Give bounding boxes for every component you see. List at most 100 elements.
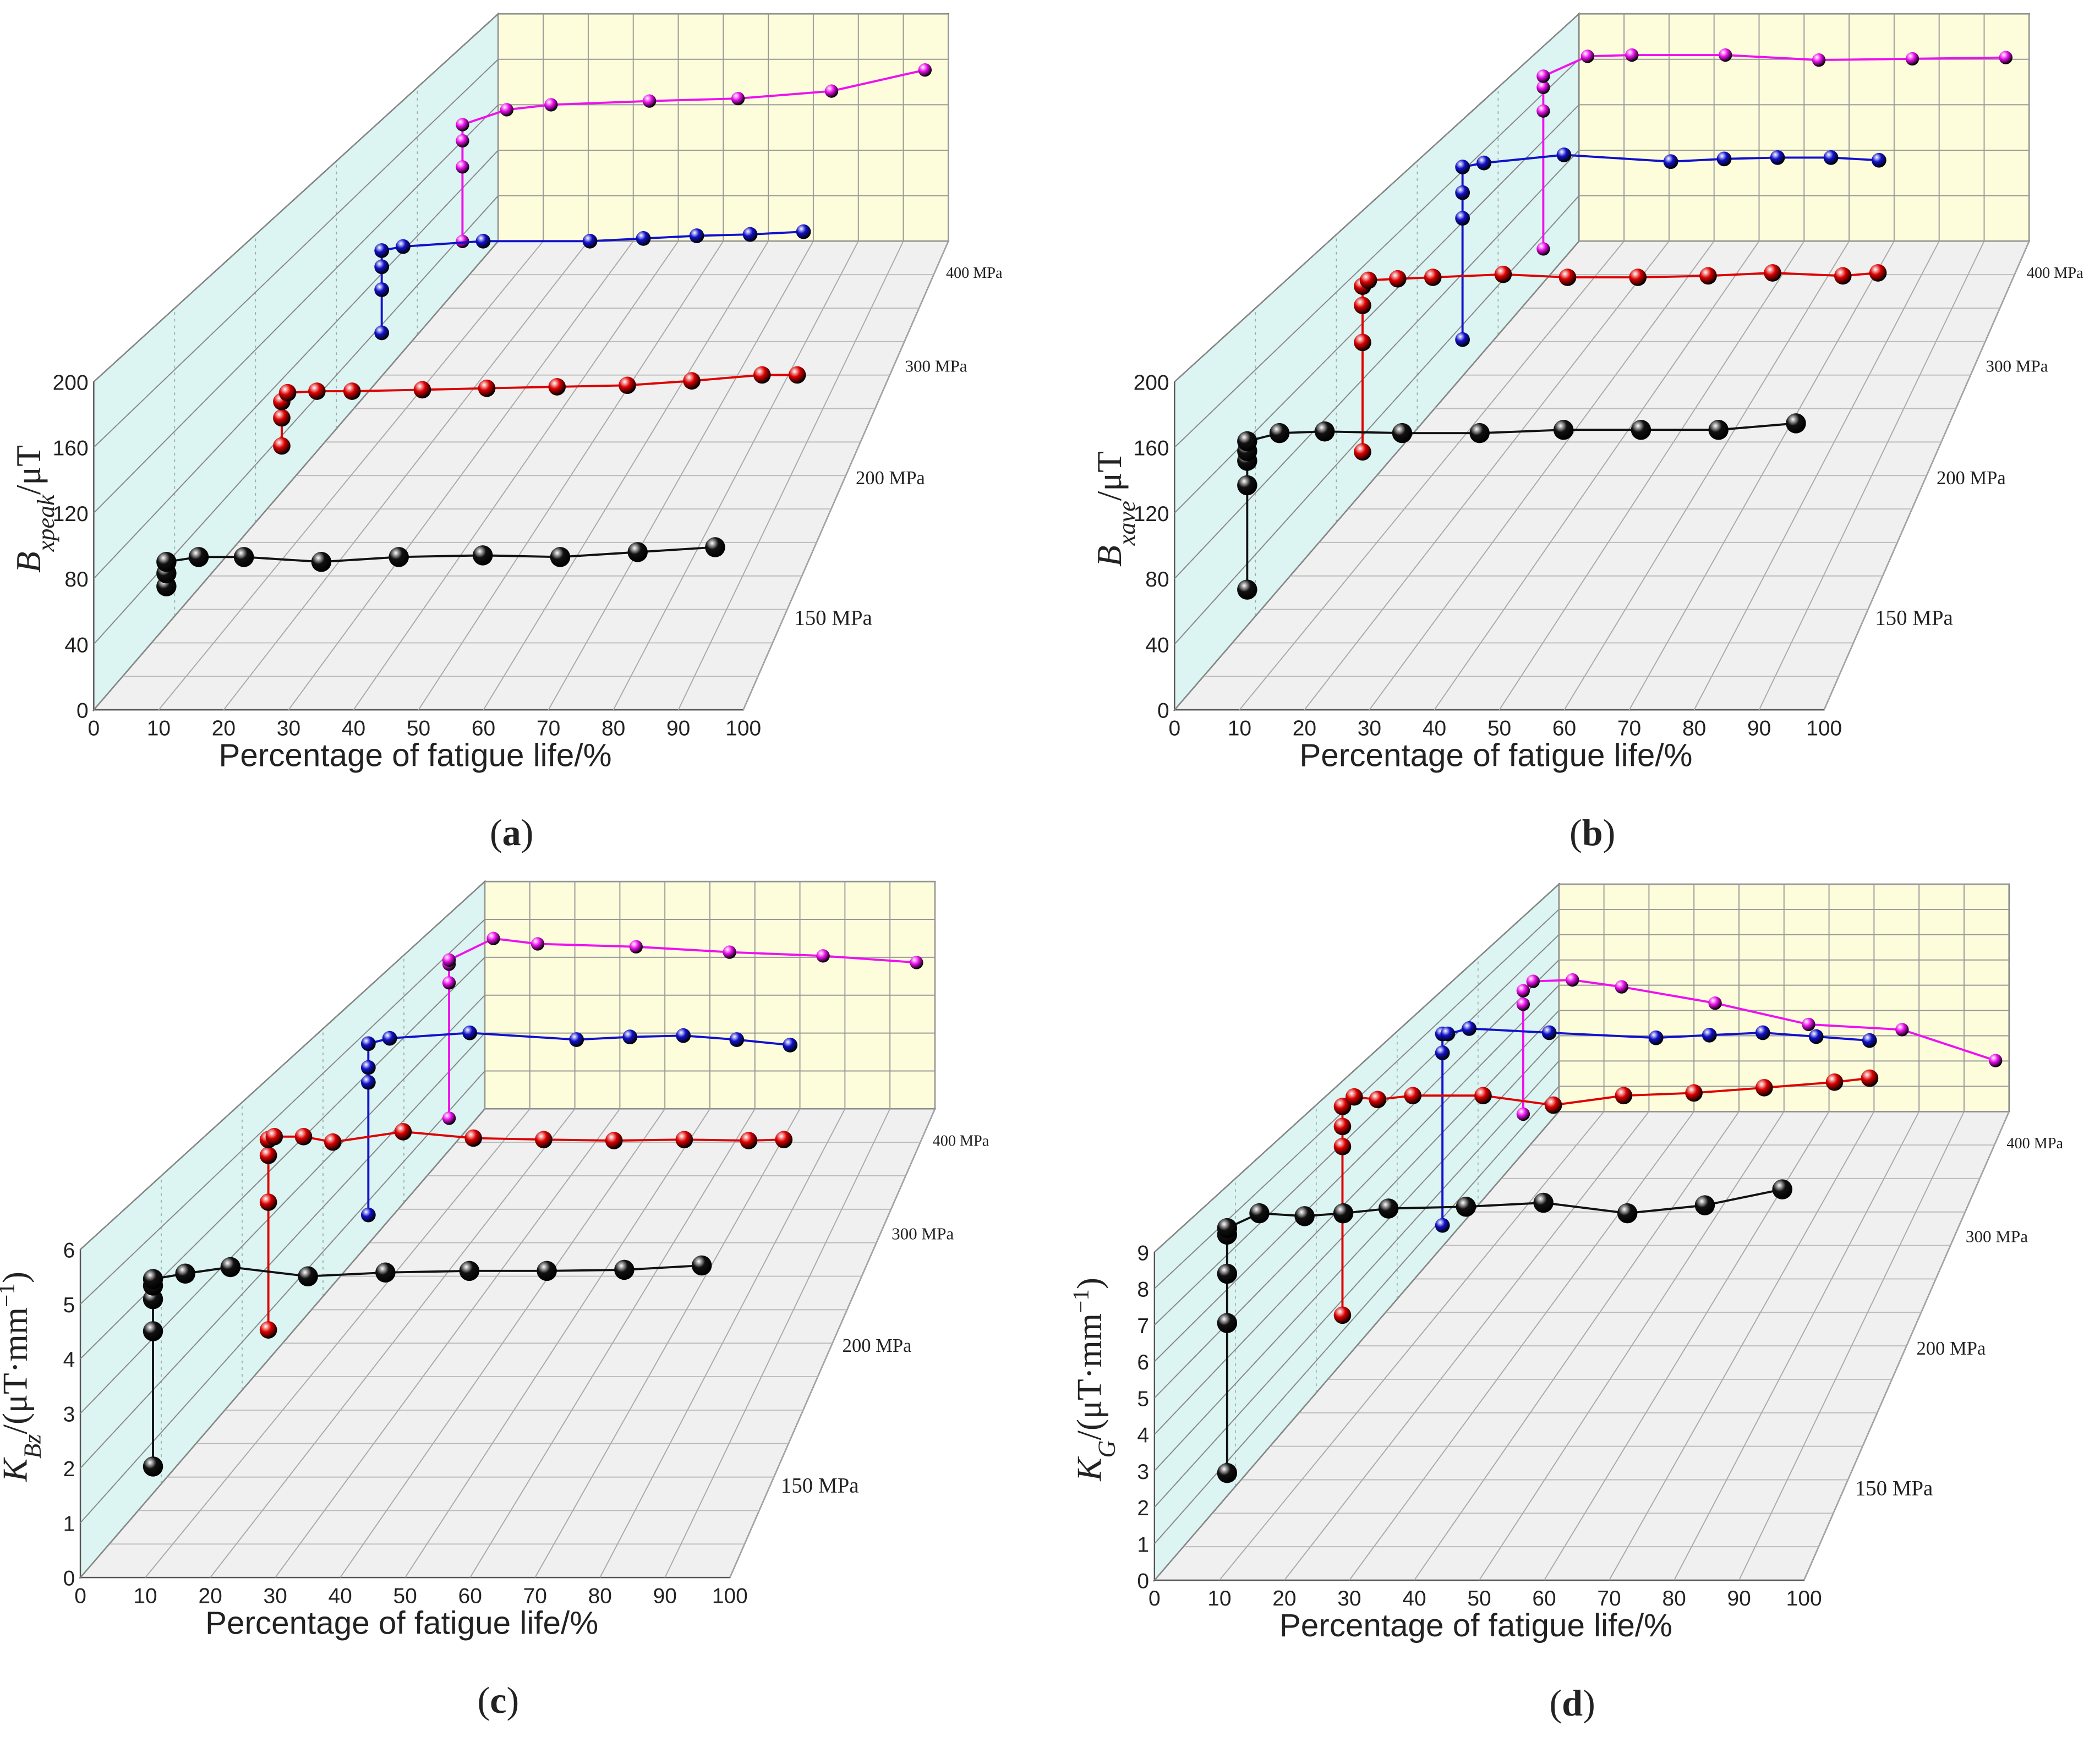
data-point [1435,1218,1450,1233]
depth-label: 400 MPa [946,265,1003,282]
x-tick-label: 60 [1552,716,1576,740]
floor-grid-line [1304,240,1670,710]
data-point [622,1029,638,1045]
y-tick-label: 4 [1137,1424,1149,1448]
y-tick-label: 5 [63,1294,75,1317]
x-axis-title: Percentage of fatigue life/% [218,737,611,773]
text-part: xpeak [32,494,59,552]
data-point [464,1129,482,1147]
data-point [311,551,332,572]
x-tick-label: 70 [523,1584,547,1608]
text-part: /μT [1090,451,1129,501]
floor-grid-line [288,240,634,710]
data-point [1217,1218,1238,1239]
text-part: /(μT·mm [1070,1313,1108,1440]
data-point [723,945,736,959]
data-point [1378,1198,1399,1219]
data-point [442,1111,456,1125]
data-point [374,325,390,341]
data-point [1862,1033,1877,1048]
data-point [1333,1138,1352,1155]
data-point [1533,1192,1554,1213]
data-point [1716,151,1732,167]
data-point [753,366,771,384]
data-point [1581,50,1594,63]
data-point [324,1133,342,1151]
text-part: B [1090,545,1129,567]
x-tick-label: 40 [1423,716,1446,740]
data-point [1333,1306,1352,1324]
data-point [273,409,291,427]
x-tick-label: 50 [1488,716,1511,740]
data-point [1526,974,1540,988]
x-tick-label: 80 [588,1584,612,1608]
floor-grid-line [1239,240,1625,710]
wall-grid-line [1154,1035,1560,1471]
wall-grid-line [1174,240,1580,710]
data-point [220,1257,241,1278]
x-axis-title: Percentage of fatigue life/% [1299,737,1692,773]
floor-grid-line [664,1108,891,1578]
data-point [442,976,456,990]
y-tick-label: 8 [1137,1278,1149,1302]
depth-label: 400 MPa [933,1132,989,1149]
data-point [1536,104,1550,118]
data-point [1516,998,1530,1011]
data-point [1474,1087,1492,1105]
data-point [343,382,361,400]
wall-grid-line [80,919,485,1305]
data-point [614,1259,635,1280]
data-point [298,1266,318,1286]
data-point [1988,1054,2003,1067]
data-point [1440,1026,1456,1042]
data-point [1772,1179,1792,1199]
y-tick-label: 9 [1137,1241,1149,1265]
series-line [448,937,917,1119]
data-point [394,1123,412,1141]
data-point [1249,1203,1270,1224]
text-part: −1 [1068,1289,1093,1313]
y-tick-label: 0 [63,1567,75,1591]
data-point [265,1128,283,1146]
data-point [1615,980,1628,994]
data-point [796,224,811,239]
x-tick-label: 0 [1149,1587,1161,1610]
x-tick-label: 30 [263,1584,287,1608]
data-point [360,1036,376,1051]
text-part: d [1562,1682,1583,1724]
y-tick-label: 80 [64,568,88,591]
x-tick-label: 20 [1272,1587,1296,1610]
x-axis-title: Percentage of fatigue life/% [205,1605,598,1641]
wall-grid-line [93,150,499,579]
data-point [143,1456,163,1477]
floor-grid-line [1434,240,1760,710]
text-part: ( [1550,1682,1562,1724]
x-tick-label: 40 [329,1584,352,1608]
text-part: ) [1070,1278,1108,1289]
x-tick-label: 50 [393,1584,417,1608]
data-point [1456,1196,1476,1217]
x-tick-label: 20 [1293,716,1316,740]
floor-grid-line [1219,1111,1605,1581]
text-part: K [1070,1456,1108,1482]
data-point [1663,154,1678,169]
data-point [675,1131,693,1149]
depth-label: 200 MPa [1937,468,2006,489]
data-point [1629,269,1647,286]
wall-grid-line [93,13,499,382]
y-tick-label: 6 [1137,1351,1149,1374]
data-point [1516,1107,1530,1121]
y-tick-label: 0 [1137,1570,1149,1593]
data-point [396,239,411,254]
x-tick-label: 0 [1169,716,1181,740]
x-tick-label: 20 [198,1584,222,1608]
data-point [278,383,297,402]
data-point [1354,443,1371,461]
data-point [442,953,456,967]
text-part: ) [0,1272,35,1283]
data-point [1825,1073,1844,1091]
depth-label: 300 MPa [1986,357,2048,376]
x-tick-label: 10 [1207,1587,1231,1610]
data-point [1455,185,1470,200]
data-point [1269,423,1290,443]
